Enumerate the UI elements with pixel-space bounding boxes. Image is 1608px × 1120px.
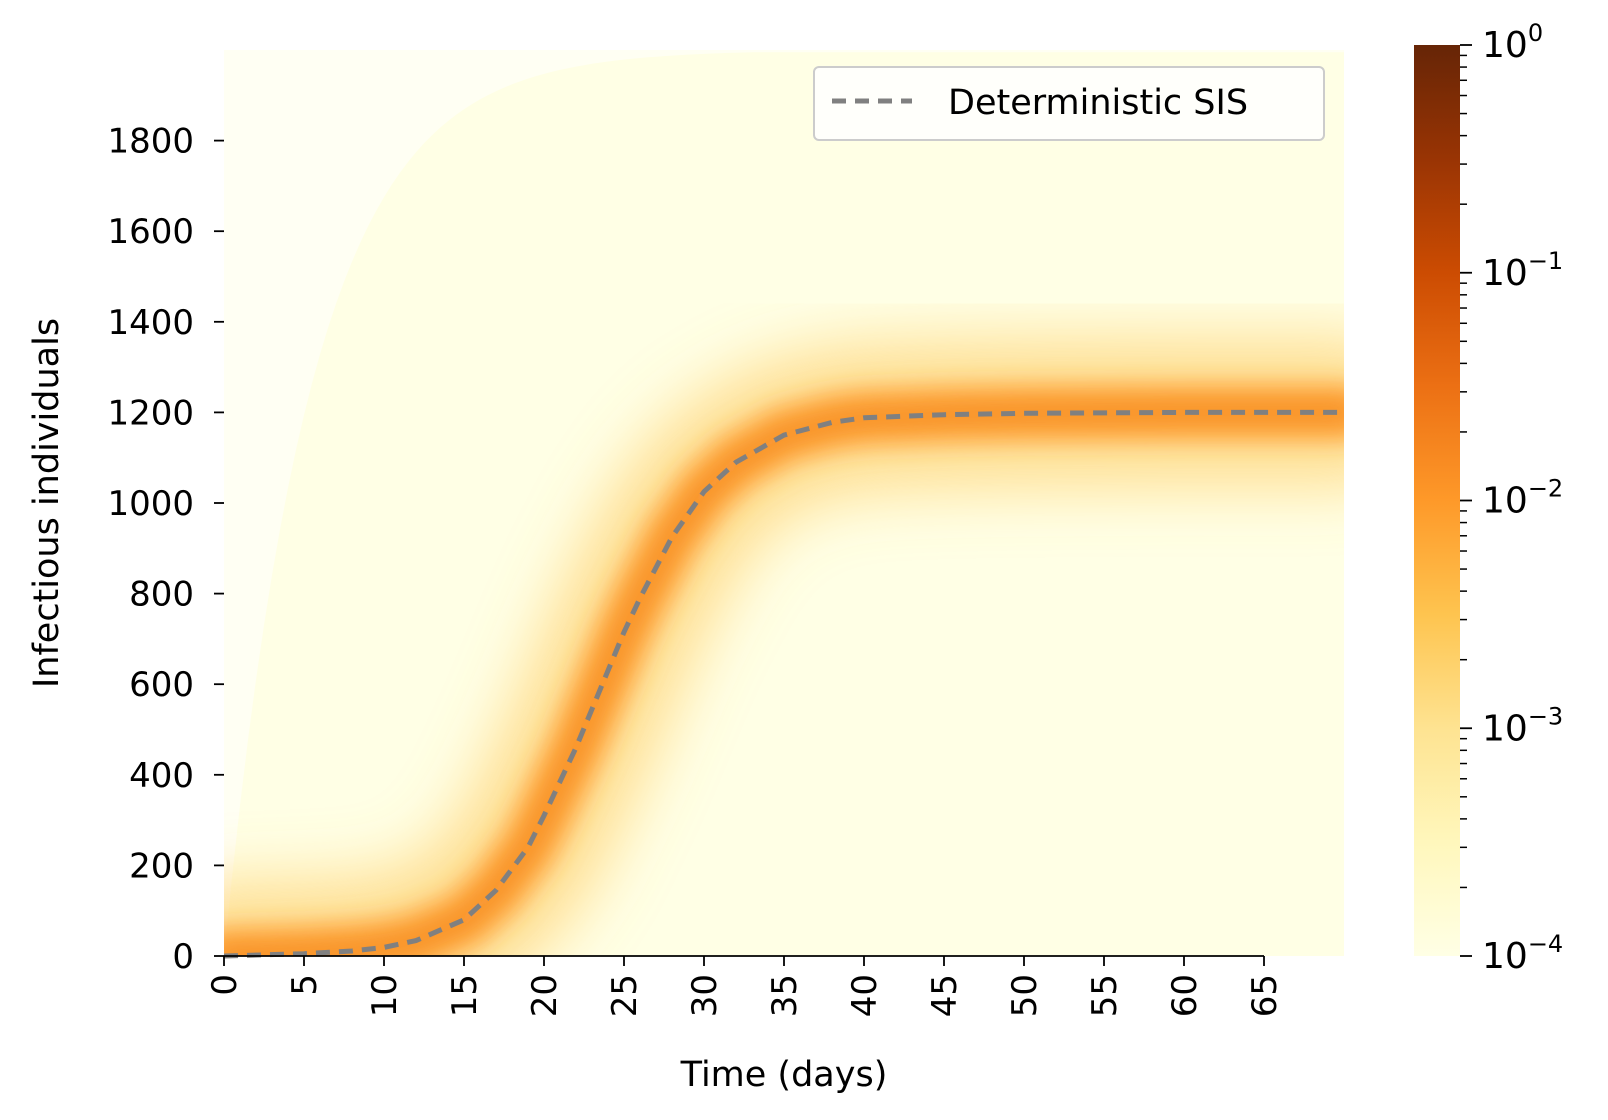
colorbar-tick-label: 10−4 <box>1482 930 1563 977</box>
y-axis: 0 200 400 600 800 1000 1200 1400 1600 1800 <box>107 122 224 977</box>
x-tick-label: 0 <box>205 974 245 996</box>
y-tick-label: 1800 <box>107 122 194 162</box>
x-tick-label: 20 <box>525 974 565 1017</box>
legend: Deterministic SIS <box>813 66 1325 141</box>
y-tick-label: 600 <box>129 665 194 705</box>
y-axis-label: Infectious individuals <box>27 318 67 688</box>
colorbar: 100 10−1 10−2 10−3 10−4 <box>1414 19 1563 977</box>
x-axis: 0 5 10 15 20 25 30 35 40 45 50 55 60 65 <box>205 955 1285 1017</box>
colorbar-gradient <box>1414 45 1460 956</box>
x-tick-label: 15 <box>445 974 485 1017</box>
legend-entry-deterministic-sis: Deterministic SIS <box>948 83 1248 123</box>
y-tick-label: 1000 <box>107 484 194 524</box>
deterministic-sis-series <box>223 409 1344 959</box>
colorbar-tick-label: 100 <box>1482 19 1543 66</box>
legend-frame <box>813 66 1325 141</box>
x-tick-label: 10 <box>365 974 405 1017</box>
heatmap-upper-region <box>224 50 1344 956</box>
probability-heatmap <box>224 50 1344 956</box>
x-tick-label: 45 <box>925 974 965 1017</box>
x-tick-label: 55 <box>1085 974 1125 1017</box>
x-tick-label: 40 <box>845 974 885 1017</box>
x-axis-label: Time (days) <box>680 1055 888 1095</box>
x-tick-label: 65 <box>1245 974 1285 1017</box>
colorbar-ticks: 100 10−1 10−2 10−3 10−4 <box>1460 19 1563 977</box>
y-tick-label: 400 <box>129 756 194 796</box>
x-tick-label: 50 <box>1005 974 1045 1017</box>
y-tick-label: 1400 <box>107 303 194 343</box>
y-tick-label: 0 <box>172 937 194 977</box>
y-tick-label: 200 <box>129 846 194 886</box>
x-tick-label: 30 <box>685 974 725 1017</box>
y-tick-label: 1200 <box>107 393 194 433</box>
colorbar-tick-label: 10−1 <box>1482 247 1563 294</box>
x-tick-label: 60 <box>1165 974 1205 1017</box>
colorbar-tick-label: 10−2 <box>1482 475 1563 522</box>
deterministic-sis-line <box>223 409 1344 959</box>
x-tick-label: 35 <box>765 974 805 1017</box>
x-tick-label: 25 <box>605 974 645 1017</box>
x-tick-label: 5 <box>285 974 325 996</box>
colorbar-tick-label: 10−3 <box>1482 702 1563 749</box>
y-tick-label: 1600 <box>107 212 194 252</box>
y-tick-label: 800 <box>129 575 194 615</box>
